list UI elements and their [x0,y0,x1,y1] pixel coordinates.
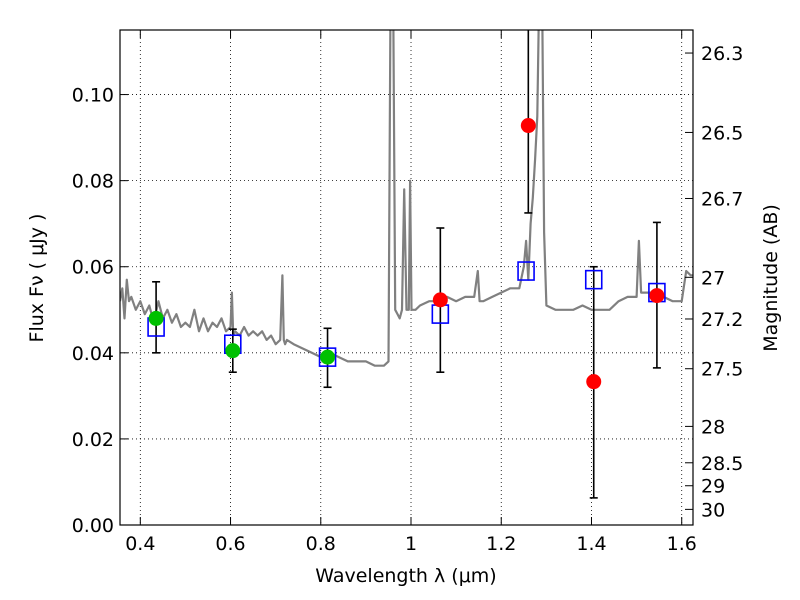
x-tick-label: 0.8 [306,533,336,555]
spectrum-series [120,30,693,367]
model-box [318,347,337,367]
y2-tick-label: 30 [701,499,725,521]
y2-tick-label: 26.5 [701,122,743,144]
x-tick-label: 0.6 [215,533,245,555]
optical-point [148,310,164,326]
y-tick-label: 0.02 [72,429,114,451]
data-points [148,118,665,390]
y2-tick-label: 26.3 [701,43,743,65]
model-box [517,261,535,281]
y2-tick-label: 28 [701,416,725,438]
x-tick-label: 1.4 [576,533,606,555]
spectrum-line [120,30,693,367]
x-tick-label: 1.6 [667,533,697,555]
grid [120,30,693,525]
nir-point [649,288,665,304]
y-tick-label: 0.06 [72,257,114,279]
x-tick-label: 0.4 [125,533,155,555]
y2-tick-label: 27.2 [701,309,743,331]
optical-point [320,349,336,365]
y2-axis-title: Magnitude (AB) [760,204,782,352]
optical-point [225,343,241,359]
x-axis-title: Wavelength λ (μm) [315,565,496,587]
plot-frame [119,29,694,526]
nir-point [432,292,448,308]
nir-point [586,374,602,390]
model-box [584,269,603,290]
x-tick-label: 1 [405,533,417,555]
y2-tick-label: 29 [701,476,725,498]
x-tick-label: 1.2 [486,533,516,555]
y-tick-label: 0.10 [72,85,114,107]
y-tick-label: 0.04 [72,343,114,365]
y-axis-title: Flux Fν ( μJy ) [26,214,48,343]
axes: 0.4 0.6 0.8 1 1.2 1.4 1.6 0.00 0.02 0.04 0.06 0.08 0… [72,29,743,555]
y-tick-label: 0.08 [72,171,114,193]
y2-tick-label: 27.5 [701,359,743,381]
nir-point [520,118,536,134]
y2-tick-label: 27 [701,267,725,289]
y2-tick-label: 26.7 [701,188,743,210]
y2-tick-label: 28.5 [701,453,743,475]
y-tick-label: 0.00 [72,515,114,537]
